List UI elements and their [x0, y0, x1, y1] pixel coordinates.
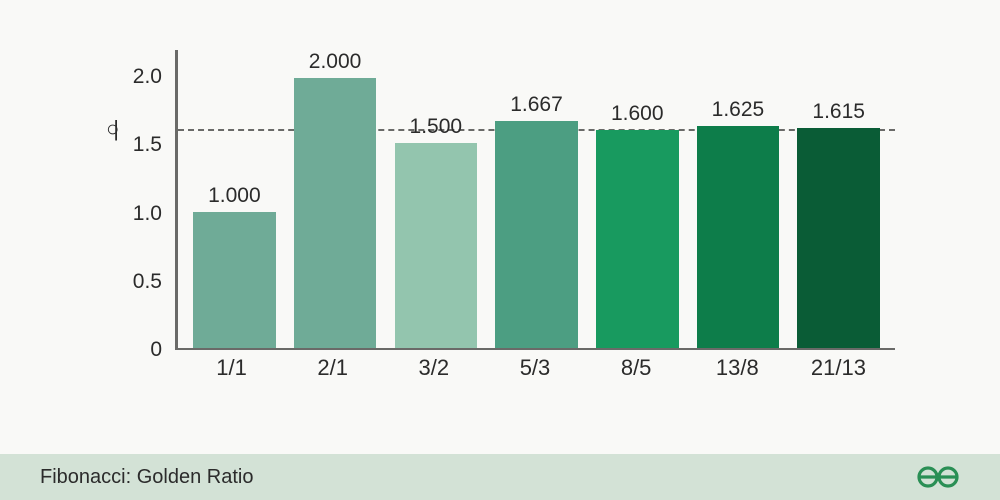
bar — [294, 78, 377, 348]
geeksforgeeks-logo-icon — [916, 464, 960, 490]
bar-value-label: 2.000 — [309, 50, 362, 74]
x-axis-label: 13/8 — [687, 355, 788, 381]
bar — [797, 128, 880, 348]
bar-wrap: 2.000 — [285, 50, 386, 348]
bar-wrap: 1.000 — [184, 50, 285, 348]
bar-value-label: 1.600 — [611, 102, 664, 126]
phi-symbol: ○| — [106, 116, 113, 142]
chart-container: 00.51.01.52.0 ○| 1.0002.0001.5001.6671.6… — [120, 50, 900, 390]
x-axis-label: 1/1 — [181, 355, 282, 381]
plot-area: ○| 1.0002.0001.5001.6671.6001.6251.615 — [175, 50, 895, 350]
bar — [395, 143, 478, 348]
x-axis-labels: 1/12/13/25/38/513/821/13 — [175, 355, 895, 381]
footer-title: Fibonacci: Golden Ratio — [40, 466, 253, 489]
x-axis-label: 3/2 — [383, 355, 484, 381]
footer-bar: Fibonacci: Golden Ratio — [0, 454, 1000, 500]
bar-wrap: 1.667 — [486, 50, 587, 348]
bars-group: 1.000 2.000 1.500 1.667 1.600 1.625 1.615 — [178, 50, 895, 348]
bar-wrap: 1.615 — [788, 50, 889, 348]
bar — [697, 126, 780, 348]
bar-wrap: 1.600 — [587, 50, 688, 348]
bar-value-label: 1.500 — [410, 115, 463, 139]
bar-value-label: 1.625 — [712, 98, 765, 122]
y-tick-label: 1.5 — [133, 133, 162, 157]
bar — [596, 130, 679, 348]
x-axis-label: 8/5 — [586, 355, 687, 381]
y-tick-label: 0 — [150, 338, 162, 362]
bar — [193, 212, 276, 348]
bar-value-label: 1.000 — [208, 184, 261, 208]
y-tick-label: 0.5 — [133, 270, 162, 294]
x-axis-label: 2/1 — [282, 355, 383, 381]
x-axis-label: 5/3 — [484, 355, 585, 381]
y-axis-ticks: 00.51.01.52.0 — [120, 50, 170, 350]
bar — [495, 121, 578, 348]
bar-value-label: 1.615 — [812, 100, 865, 124]
x-axis-label: 21/13 — [788, 355, 889, 381]
y-tick-label: 2.0 — [133, 65, 162, 89]
bar-value-label: 1.667 — [510, 93, 563, 117]
y-tick-label: 1.0 — [133, 202, 162, 226]
bar-wrap: 1.625 — [688, 50, 789, 348]
bar-wrap: 1.500 — [385, 50, 486, 348]
